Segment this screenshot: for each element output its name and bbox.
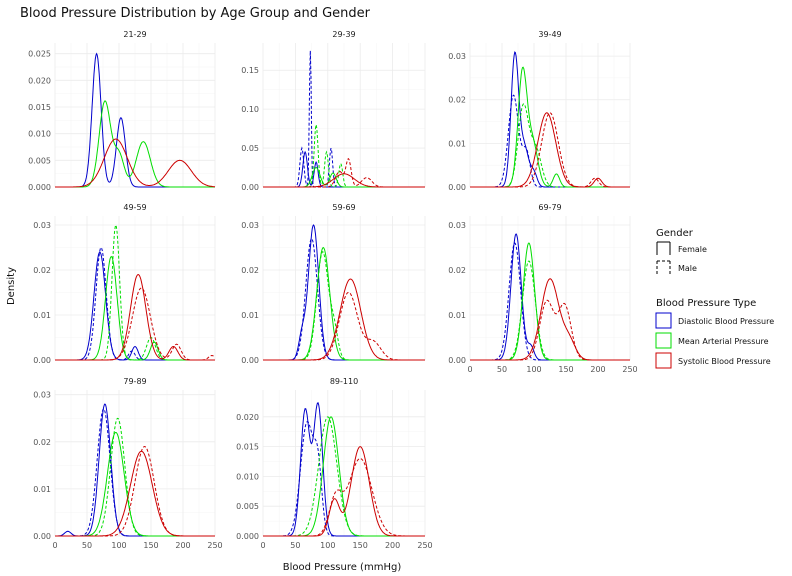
legend-label: Mean Arterial Pressure	[678, 337, 769, 346]
legend-key	[656, 260, 671, 275]
density-line-systolic-male	[263, 457, 425, 537]
x-tick-label: 50	[497, 365, 507, 374]
y-tick-label: 0.00	[33, 356, 51, 365]
y-tick-label: 0.01	[33, 311, 51, 320]
facet-panel: 0.00 0.01 0.02 0.03 0 50 100 150 200 250 79-89	[33, 377, 222, 550]
facet-panel: 0.00 0.01 0.02 0.03 49-59	[33, 203, 216, 365]
y-tick-label: 0.020	[28, 76, 51, 85]
facet-panel: 0.000 0.005 0.010 0.015 0.020 0.025 21-29	[28, 30, 216, 192]
x-tick-label: 0	[467, 365, 472, 374]
y-axis-label: Density	[6, 267, 17, 305]
facet-strip-label: 69-79	[538, 203, 561, 212]
facet-strip-label: 59-69	[332, 203, 355, 212]
x-tick-label: 200	[590, 365, 605, 374]
legend-key	[655, 332, 672, 349]
y-tick-label: 0.010	[28, 130, 51, 139]
y-tick-label: 0.010	[236, 472, 259, 481]
facet-strip-label: 21-29	[123, 30, 146, 39]
density-line-systolic-male	[470, 299, 630, 361]
x-tick-label: 50	[82, 541, 92, 550]
legend-key	[655, 352, 672, 369]
y-tick-label: 0.02	[448, 266, 466, 275]
y-tick-label: 0.02	[241, 266, 259, 275]
legend-items: Female Male Diastolic Blood Pressure Mean A…	[655, 241, 774, 369]
y-tick-label: 0.15	[241, 66, 259, 75]
facet-panel: 0.00 0.01 0.02 0.03 59-69	[241, 203, 426, 365]
legend-label: Female	[678, 245, 707, 254]
legend-label: Male	[678, 264, 697, 273]
facet-strip-label: 89-110	[330, 377, 358, 386]
x-tick-label: 100	[526, 365, 541, 374]
y-tick-label: 0.01	[448, 311, 466, 320]
legend-label: Diastolic Blood Pressure	[678, 317, 774, 326]
y-tick-label: 0.00	[448, 356, 466, 365]
x-tick-label: 50	[290, 541, 300, 550]
x-tick-label: 0	[52, 541, 57, 550]
density-line-systolic-male	[55, 287, 216, 361]
density-line-systolic-male	[470, 112, 630, 188]
density-line-systolic-male	[263, 157, 425, 188]
x-tick-label: 150	[353, 541, 368, 550]
density-line-systolic-male	[263, 291, 425, 361]
facet-strip-label: 39-49	[538, 30, 561, 39]
x-tick-label: 100	[320, 541, 335, 550]
y-tick-label: 0.01	[241, 311, 259, 320]
x-tick-label: 100	[111, 541, 126, 550]
y-tick-label: 0.03	[241, 221, 259, 230]
y-tick-label: 0.020	[236, 413, 259, 422]
density-line-systolic-female	[55, 138, 215, 188]
density-line-mean-arterial-female	[55, 100, 215, 188]
y-tick-label: 0.000	[236, 532, 259, 541]
y-tick-label: 0.03	[33, 221, 51, 230]
facet-panel: 0.00 0.01 0.02 0.03 39-49	[448, 30, 631, 192]
facets: 0.0000.0050.0100.0150.0200.02521-290.000…	[28, 30, 638, 550]
y-tick-label: 0.03	[33, 391, 51, 400]
y-tick-label: 0.02	[33, 438, 51, 447]
y-tick-label: 0.00	[241, 356, 259, 365]
x-tick-label: 150	[143, 541, 158, 550]
facet-strip-label: 79-89	[123, 377, 146, 386]
density-line-systolic-male	[55, 445, 215, 537]
y-tick-label: 0.03	[448, 221, 466, 230]
facet-panel: 0.00 0.01 0.02 0.03 0 50 100 150 200 250 69-79	[448, 203, 637, 374]
x-tick-label: 200	[175, 541, 190, 550]
legend-gender-title: Gender	[656, 228, 694, 239]
legend-key	[656, 241, 671, 256]
x-tick-label: 200	[385, 541, 400, 550]
facet-panel: 0.000 0.005 0.010 0.015 0.020 0 50 100 150 200 250…	[236, 377, 433, 550]
y-tick-label: 0.00	[33, 532, 51, 541]
y-tick-label: 0.00	[448, 183, 466, 192]
y-tick-label: 0.025	[28, 50, 51, 59]
y-tick-label: 0.05	[241, 144, 259, 153]
x-tick-label: 250	[417, 541, 432, 550]
x-tick-label: 0	[260, 541, 265, 550]
legend-label: Systolic Blood Pressure	[678, 357, 771, 366]
facet-strip-label: 49-59	[123, 203, 146, 212]
y-tick-label: 0.02	[33, 266, 51, 275]
y-tick-label: 0.015	[28, 103, 51, 112]
y-tick-label: 0.03	[448, 52, 466, 61]
legend: Gender Blood Pressure Type Female Male Dia…	[655, 228, 774, 369]
y-tick-label: 0.01	[448, 139, 466, 148]
y-tick-label: 0.015	[236, 443, 259, 452]
facet-panel: 0.00 0.05 0.10 0.15 29-39	[241, 30, 426, 192]
chart-title: Blood Pressure Distribution by Age Group…	[20, 6, 371, 21]
y-tick-label: 0.000	[28, 183, 51, 192]
y-tick-label: 0.005	[236, 502, 259, 511]
facet-strip-label: 29-39	[332, 30, 355, 39]
legend-type-title: Blood Pressure Type	[656, 298, 756, 309]
y-tick-label: 0.01	[33, 485, 51, 494]
y-tick-label: 0.005	[28, 156, 51, 165]
legend-key	[655, 312, 672, 329]
x-tick-label: 150	[558, 365, 573, 374]
y-tick-label: 0.10	[241, 105, 259, 114]
x-tick-label: 250	[207, 541, 222, 550]
y-tick-label: 0.02	[448, 96, 466, 105]
y-tick-label: 0.00	[241, 183, 259, 192]
x-tick-label: 250	[622, 365, 637, 374]
x-axis-label: Blood Pressure (mmHg)	[283, 562, 402, 573]
